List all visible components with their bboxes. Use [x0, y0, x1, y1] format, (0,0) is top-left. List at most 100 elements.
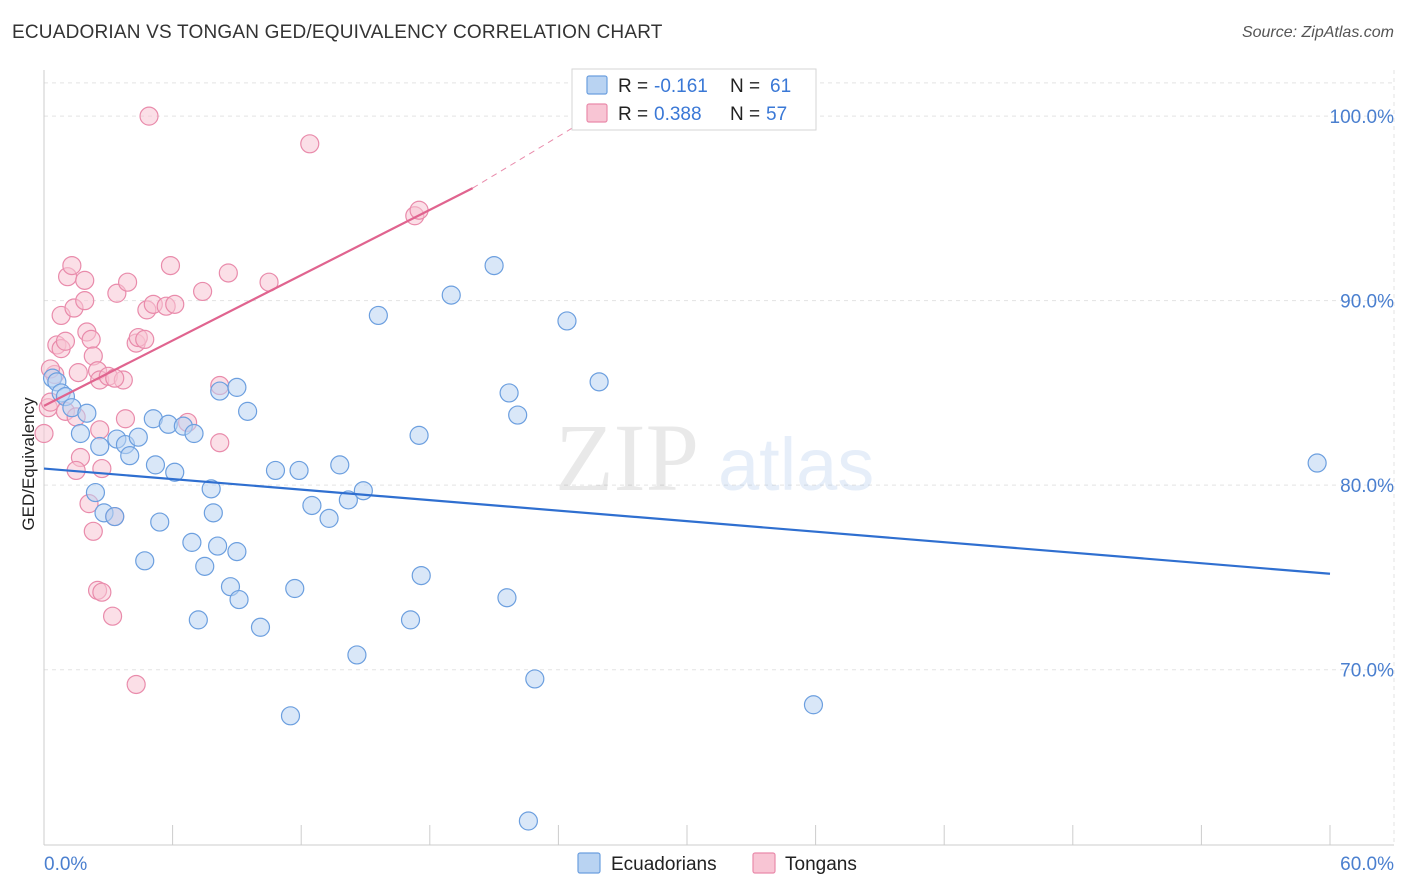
ecuadorians-point-38 [135, 551, 155, 571]
ecuadorians-point-54 [484, 255, 504, 276]
ecuadorians-point-47 [347, 645, 367, 665]
ecuadorians-point-52 [368, 305, 388, 326]
ecuadorians-point-55 [557, 311, 577, 331]
ecuadorians-point-35 [195, 556, 215, 576]
ecuadorians-point-23 [203, 503, 223, 523]
ecuadorians-point-57 [499, 383, 519, 403]
watermark-zip: ZIP [555, 404, 699, 511]
tongans-point-13 [75, 291, 95, 311]
tongans-trend-extension [472, 123, 581, 189]
ecuadorians-point-42 [188, 610, 208, 630]
ecuadorians-point-37 [227, 542, 247, 562]
ecuadorians-point-28 [289, 460, 309, 481]
legend-n-label-1: N = [730, 76, 760, 97]
ecuadorians-point-44 [411, 565, 431, 586]
stats-legend-frame [571, 68, 817, 131]
y-axis-title: GED/Equivalency [19, 397, 38, 531]
ecuadorians-trend-line [43, 467, 1331, 575]
ecuadorians-point-6 [70, 423, 91, 444]
ecuadorians-point-46 [497, 588, 517, 608]
tongans-point-36 [126, 674, 146, 695]
ecuadorians-point-26 [227, 377, 247, 397]
ecuadorians-point-18 [85, 482, 106, 503]
ecuadorians-point-25 [238, 401, 258, 421]
ecuadorians-point-43 [250, 617, 271, 637]
legend-ecuadorians-label: Ecuadorians [611, 854, 717, 875]
chart-title: ECUADORIAN VS TONGAN GED/EQUIVALENCY COR… [12, 22, 663, 43]
tongans-point-51 [210, 433, 230, 453]
watermark: ZIP atlas [555, 404, 874, 511]
ecuadorians-point-30 [302, 495, 322, 516]
tongans-point-10 [62, 255, 82, 276]
ecuadorians-point-21 [150, 512, 170, 532]
legend-n-value-1: 61 [770, 76, 791, 97]
y-tick-label-90: 90.0% [1340, 292, 1394, 313]
tongans-point-41 [135, 329, 155, 350]
legend-n-value-2: 57 [766, 104, 787, 125]
ecuadorians-point-59 [409, 425, 429, 445]
ecuadorians-point-15 [184, 423, 204, 444]
ecuadorians-point-11 [120, 446, 140, 466]
ecuadorians-point-31 [319, 508, 339, 528]
tongans-point-45 [165, 294, 185, 314]
y-tick-label-80: 80.0% [1340, 476, 1394, 497]
legend-n-label-2: N = [730, 104, 760, 125]
ecuadorians-point-5 [77, 403, 97, 423]
tongans-point-35 [102, 606, 123, 626]
ecuadorians-point-29 [330, 455, 350, 475]
legend-r-label-1: R = [618, 76, 648, 97]
x-tick-label-60: 60.0% [1340, 854, 1394, 875]
ecuadorians-point-27 [265, 460, 286, 481]
y-tick-label-70: 70.0% [1340, 661, 1394, 682]
tongans-point-25 [115, 409, 136, 429]
ecuadorians-point-10 [128, 427, 148, 447]
ecuadorians-point-56 [589, 372, 609, 392]
tongans-point-55 [300, 134, 320, 154]
chart-source: Source: ZipAtlas.com [1241, 24, 1394, 41]
axis-layer: 70.0% 80.0% 90.0% 100.0% 0.0% 60.0% [43, 70, 1394, 875]
tongans-point-15 [81, 329, 101, 350]
ecuadorians-point-40 [229, 589, 249, 610]
legend-swatch-blue [586, 75, 608, 95]
ecuadorians-point-41 [285, 578, 305, 599]
ecuadorians-point-36 [208, 536, 228, 556]
trend-lines [43, 123, 1331, 575]
legend-swatch-pink [586, 103, 608, 123]
ecuadorians-point-32 [338, 490, 358, 510]
tongans-point-32 [83, 521, 103, 541]
ecuadorians-point-22 [201, 479, 221, 499]
tongans-trend-line [43, 187, 474, 407]
ecuadorians-point-60 [1307, 453, 1327, 473]
ecuadorians-point-16 [145, 455, 166, 475]
legend-r-value-2: 0.388 [654, 104, 702, 125]
x-tick-label-0: 0.0% [44, 854, 87, 875]
ecuadorians-point-49 [280, 706, 301, 726]
stats-legend: R = -0.161 N = 61 R = 0.388 N = 57 [571, 68, 817, 131]
watermark-atlas: atlas [718, 423, 874, 506]
tongans-point-46 [160, 255, 181, 276]
ecuadorians-point-33 [353, 481, 373, 501]
tongans-point-0 [34, 423, 54, 444]
tongans-point-34 [92, 582, 112, 602]
legend-tongans-swatch [752, 852, 776, 874]
tongans-point-26 [90, 420, 110, 440]
ecuadorians-point-34 [182, 532, 202, 552]
tongans-point-22 [105, 368, 125, 388]
legend-ecuadorians-swatch [577, 852, 601, 874]
tongans-point-12 [75, 270, 95, 290]
tongans-point-7 [55, 331, 76, 351]
ecuadorians-point-45 [400, 610, 421, 630]
tongans-point-18 [68, 363, 88, 383]
tongans-point-48 [218, 263, 238, 283]
ecuadorians-point-48 [525, 669, 545, 689]
ecuadorians-point-17 [165, 462, 185, 482]
ecuadorians-point-7 [90, 436, 110, 457]
ecuadorians-point-20 [105, 506, 125, 527]
ecuadorians-point-50 [803, 695, 824, 715]
tongans-point-38 [117, 272, 138, 292]
legend-r-value-1: -0.161 [654, 76, 708, 97]
series-legend: Ecuadorians Tongans [577, 852, 857, 875]
tongans-point-47 [193, 281, 213, 302]
ecuadorians-point-51 [518, 811, 538, 831]
